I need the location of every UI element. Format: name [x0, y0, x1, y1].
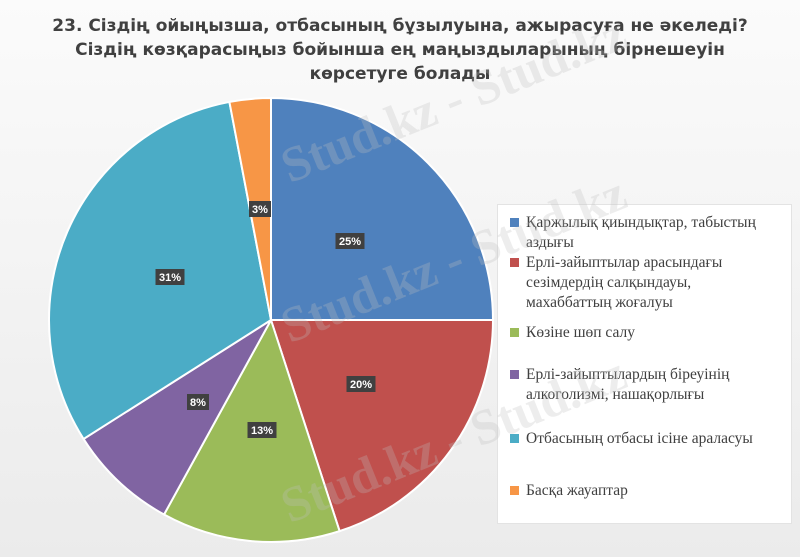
legend-label-alcoholism: Ерлі-зайыптылардың біреуінің алкоголизмі…	[526, 366, 730, 403]
legend-item-family-interference: Отбасының отбасы ісіне араласуы	[510, 429, 780, 449]
svg-text:31%: 31%	[159, 272, 181, 284]
legend-swatch-alcoholism	[510, 370, 519, 379]
chart-legend: Қаржылық қиындықтар, табыстың аздығы Ерл…	[497, 204, 792, 524]
legend-swatch-feelings	[510, 258, 519, 267]
legend-swatch-other	[510, 486, 519, 495]
legend-item-financial: Қаржылық қиындықтар, табыстың аздығы	[510, 213, 780, 253]
legend-label-infidelity: Көзіне шөп салу	[526, 324, 635, 341]
chart-title: 23. Сіздің ойыңызша, отбасының бұзылуына…	[40, 14, 760, 86]
legend-swatch-infidelity	[510, 328, 519, 337]
pie-slice-3	[82, 319, 272, 516]
data-label-1: 20%	[346, 376, 376, 392]
chart-title-line-2: Сіздің көзқарасыңыз бойынша ең маңыздыла…	[75, 40, 725, 60]
data-label-3: 8%	[187, 394, 209, 410]
svg-text:3%: 3%	[252, 204, 268, 216]
chart-title-line-3: көрсетуге болады	[309, 64, 491, 84]
svg-text:25%: 25%	[339, 236, 361, 248]
data-label-2: 13%	[247, 422, 277, 438]
legend-item-feelings: Ерлі-зайыптылар арасындағы сезімдердің с…	[510, 253, 780, 313]
chart-title-line-1: 23. Сіздің ойыңызша, отбасының бұзылуына…	[52, 16, 748, 36]
data-label-5: 3%	[249, 201, 271, 217]
legend-swatch-financial	[510, 218, 519, 227]
legend-item-alcoholism: Ерлі-зайыптылардың біреуінің алкоголизмі…	[510, 365, 780, 405]
svg-text:20%: 20%	[350, 379, 372, 391]
legend-label-financial: Қаржылық қиындықтар, табыстың аздығы	[526, 214, 756, 251]
pie-slice-1	[269, 319, 495, 533]
data-label-4: 31%	[155, 269, 185, 285]
svg-text:13%: 13%	[251, 425, 273, 437]
legend-label-other: Басқа жауаптар	[526, 482, 628, 499]
legend-label-feelings: Ерлі-зайыптылар арасындағы сезімдердің с…	[526, 254, 723, 311]
svg-text:8%: 8%	[190, 397, 206, 409]
legend-item-other: Басқа жауаптар	[510, 481, 780, 501]
pie-slice-0	[270, 96, 495, 321]
legend-label-family-interference: Отбасының отбасы ісіне араласуы	[526, 430, 753, 447]
data-label-0: 25%	[335, 233, 365, 249]
legend-item-infidelity: Көзіне шөп салу	[510, 323, 780, 343]
legend-swatch-family-interference	[510, 434, 519, 443]
